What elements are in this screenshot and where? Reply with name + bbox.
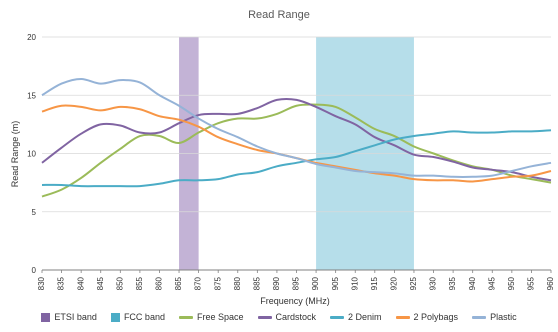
x-tick-label: 935 (448, 276, 457, 290)
x-tick-label: 865 (174, 276, 183, 290)
x-axis-label: Frequency (MHz) (260, 296, 330, 306)
legend-item-2-polybags: 2 Polybags (395, 312, 459, 322)
series-layer (41, 77, 552, 198)
y-tick-label: 0 (32, 266, 37, 275)
legend-swatch (41, 312, 51, 322)
legend: ETSI band FCC band Free Space Cardstock 2 De… (0, 309, 558, 325)
x-tick-label: 900 (311, 276, 320, 290)
legend-label: FCC band (123, 312, 165, 322)
series-line-free-space (41, 103, 552, 198)
legend-item-plastic: Plastic (472, 312, 517, 322)
legend-item-fcc-band: FCC band (110, 312, 165, 322)
grid-layer (42, 36, 551, 213)
x-tick-label: 850 (115, 276, 124, 290)
x-tick-label: 880 (233, 276, 242, 290)
y-axis-label: Read Range (m) (10, 121, 20, 188)
legend-swatch (472, 315, 487, 319)
legend-swatch (110, 312, 120, 322)
x-tick-label: 840 (76, 276, 85, 290)
x-tick-label: 950 (507, 276, 516, 290)
series-line-2-denim (41, 129, 552, 188)
x-tick-label: 920 (389, 276, 398, 290)
legend-item-free-space: Free Space (178, 312, 244, 322)
x-tick-label: 960 (546, 276, 555, 290)
x-tick-label: 830 (37, 276, 46, 290)
y-tick-label: 10 (27, 150, 36, 159)
x-tick-label: 845 (96, 276, 105, 290)
legend-item-etsi-band: ETSI band (41, 312, 97, 322)
legend-label: Plastic (490, 312, 517, 322)
x-tick-label: 835 (57, 276, 66, 290)
legend-swatch (395, 315, 410, 319)
series-line-cardstock (41, 97, 552, 182)
series-line-2-polybags (41, 104, 552, 183)
x-tick-label: 885 (252, 276, 261, 290)
legend-swatch (257, 315, 272, 319)
x-tick-label: 910 (350, 276, 359, 290)
x-tick-label: 955 (527, 276, 536, 290)
x-tick-label: 940 (468, 276, 477, 290)
x-tick-label: 945 (487, 276, 496, 290)
x-tick-label: 855 (135, 276, 144, 290)
x-tick-label: 860 (155, 276, 164, 290)
x-tick-label: 875 (213, 276, 222, 290)
y-tick-label: 15 (27, 91, 36, 100)
series-line-plastic (41, 77, 552, 178)
legend-label: 2 Polybags (413, 312, 459, 322)
legend-swatch (178, 315, 193, 319)
axis-layer: 0 5 10 15 20 830 835 840 845 850 855 860 865 870 875 88… (27, 33, 555, 290)
legend-label: ETSI band (54, 312, 97, 322)
y-tick-label: 5 (32, 208, 37, 217)
legend-item-2-denim: 2 Denim (330, 312, 382, 322)
y-tick-label: 20 (27, 33, 36, 42)
x-tick-label: 870 (194, 276, 203, 290)
x-tick-label: 895 (292, 276, 301, 290)
x-tick-label: 905 (331, 276, 340, 290)
x-tick-label: 925 (409, 276, 418, 290)
x-tick-label: 890 (272, 276, 281, 290)
legend-label: Cardstock (275, 312, 317, 322)
chart-title: Read Range (248, 9, 310, 21)
legend-label: 2 Denim (348, 312, 382, 322)
x-tick-label: 915 (370, 276, 379, 290)
legend-item-cardstock: Cardstock (257, 312, 317, 322)
legend-swatch (330, 315, 345, 319)
legend-label: Free Space (196, 312, 244, 322)
x-tick-label: 930 (429, 276, 438, 290)
